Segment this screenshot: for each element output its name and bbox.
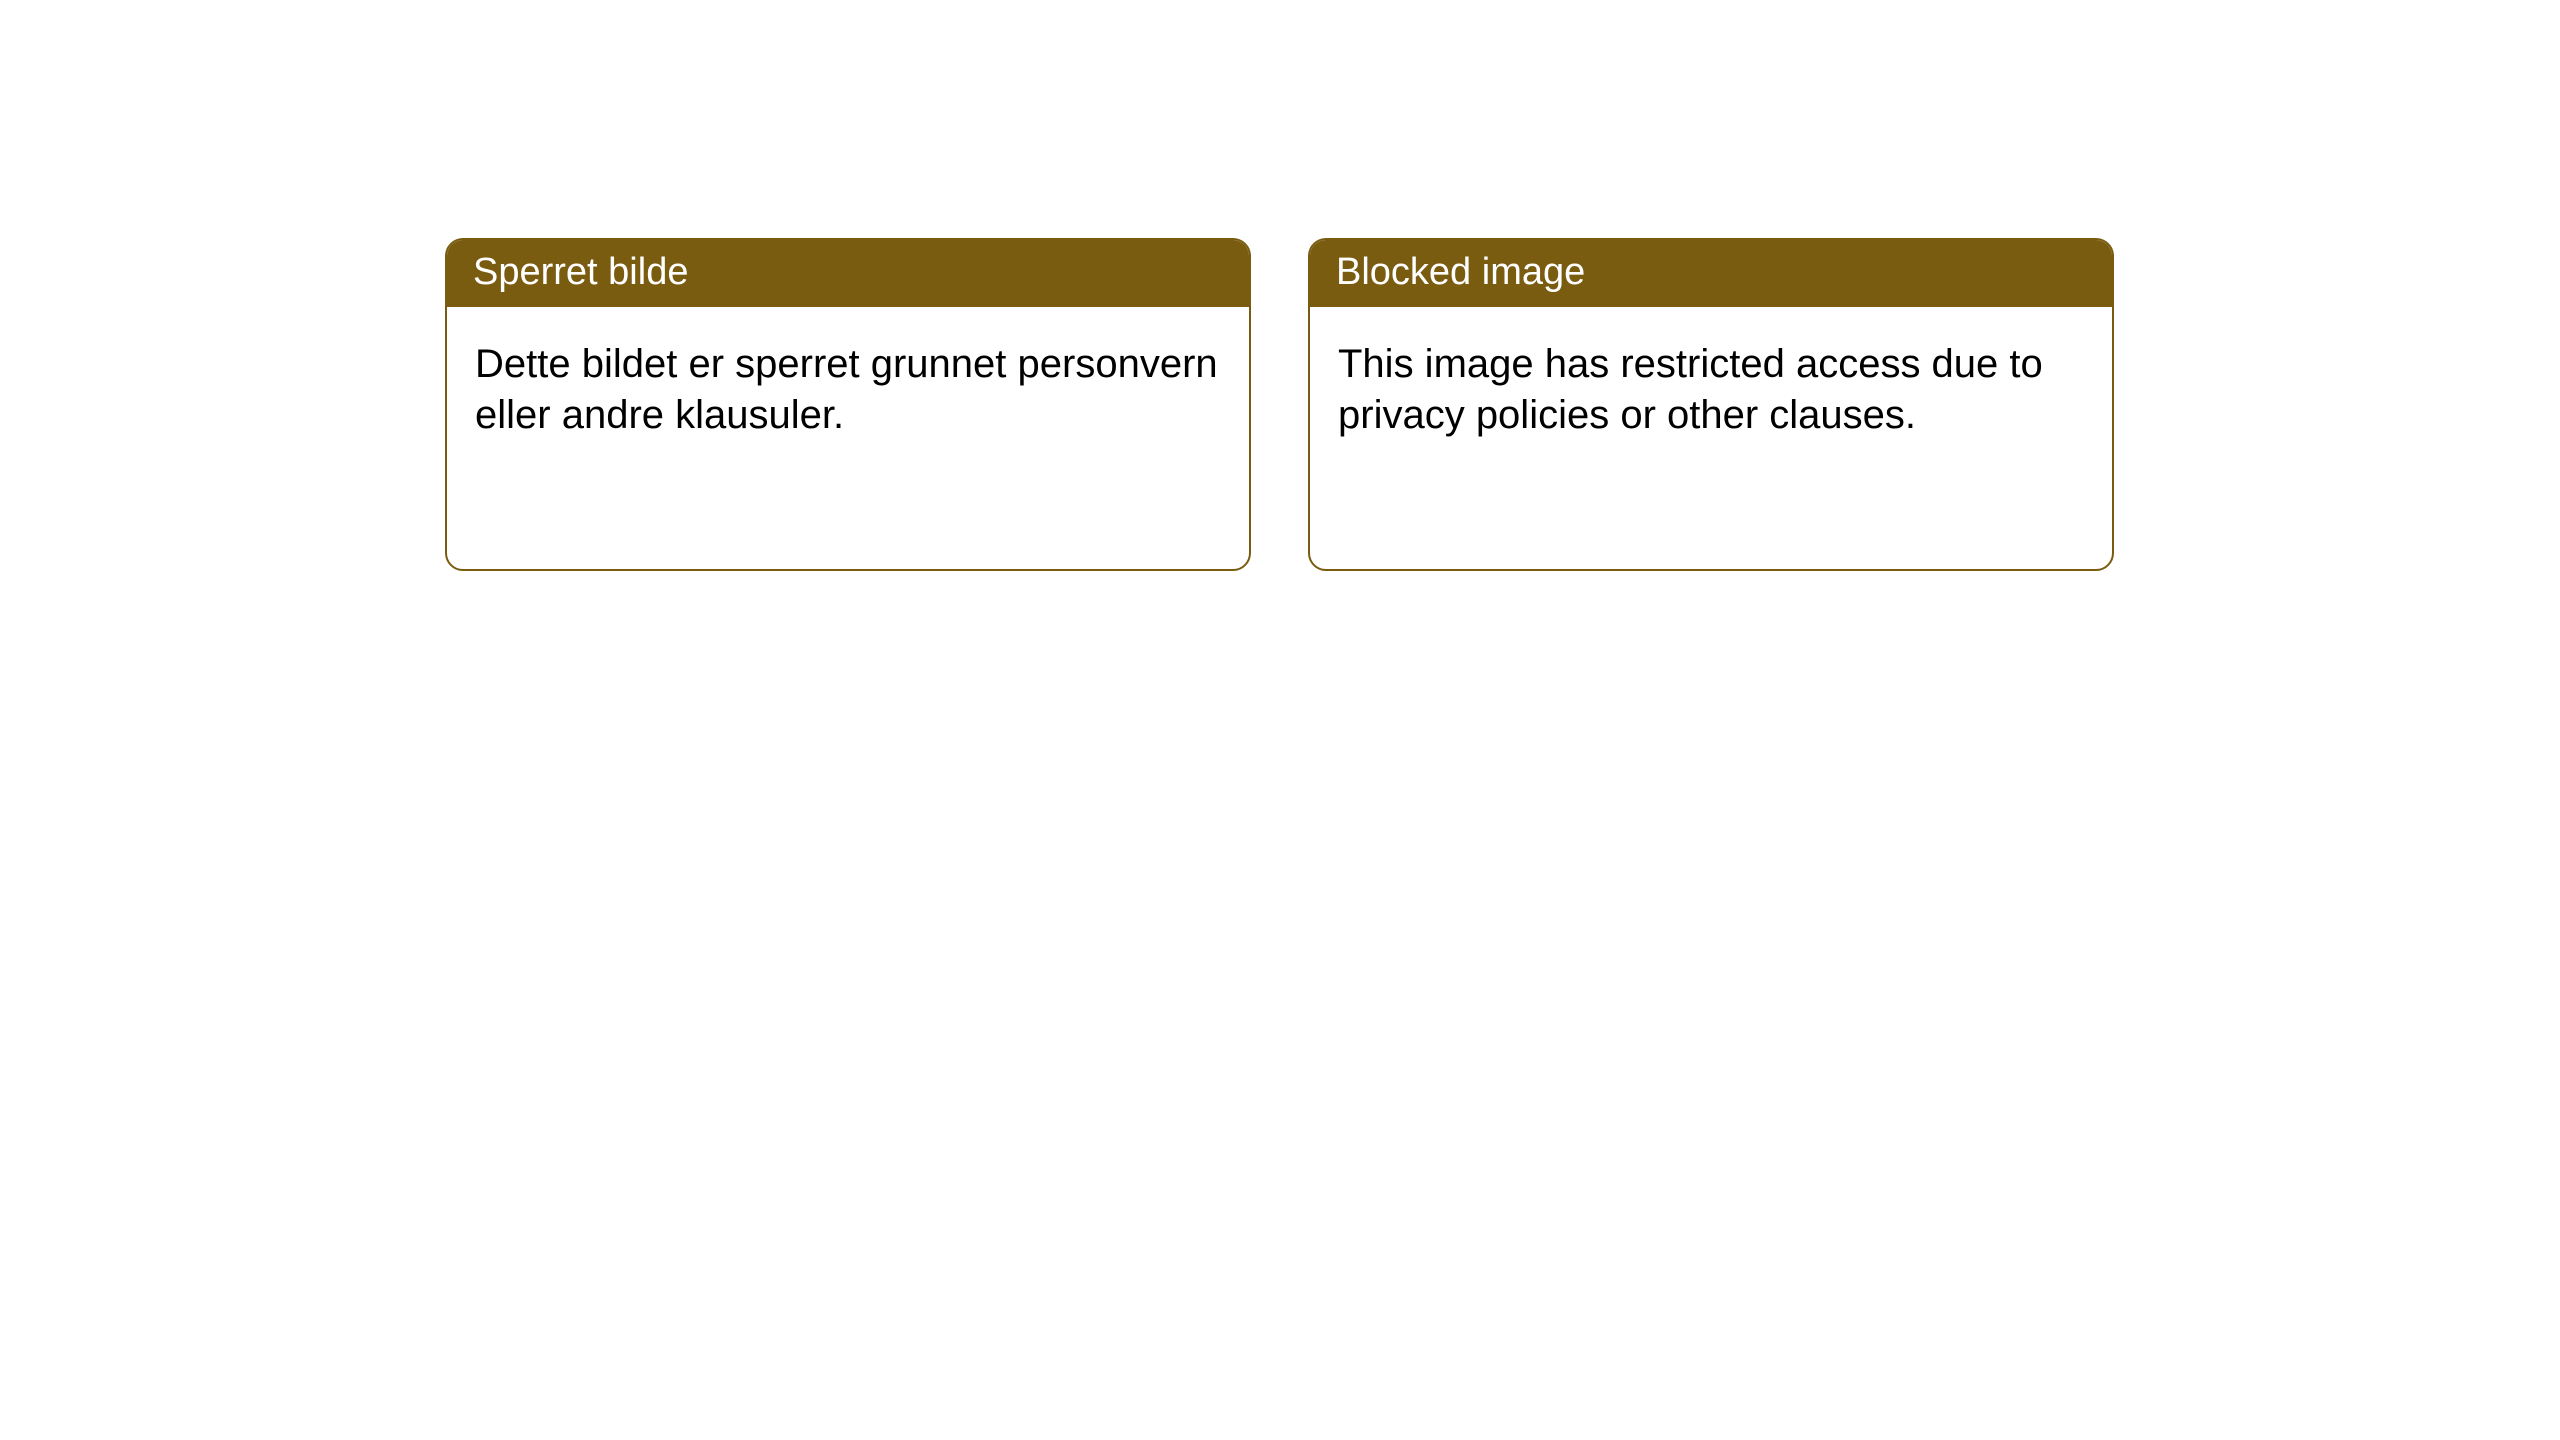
- notice-card-en: Blocked image This image has restricted …: [1308, 238, 2114, 571]
- notice-card-no: Sperret bilde Dette bildet er sperret gr…: [445, 238, 1251, 571]
- notice-header-en: Blocked image: [1310, 240, 2112, 307]
- notice-body-no: Dette bildet er sperret grunnet personve…: [447, 307, 1249, 569]
- notice-body-en: This image has restricted access due to …: [1310, 307, 2112, 569]
- notice-header-no: Sperret bilde: [447, 240, 1249, 307]
- notice-container: Sperret bilde Dette bildet er sperret gr…: [445, 238, 2114, 571]
